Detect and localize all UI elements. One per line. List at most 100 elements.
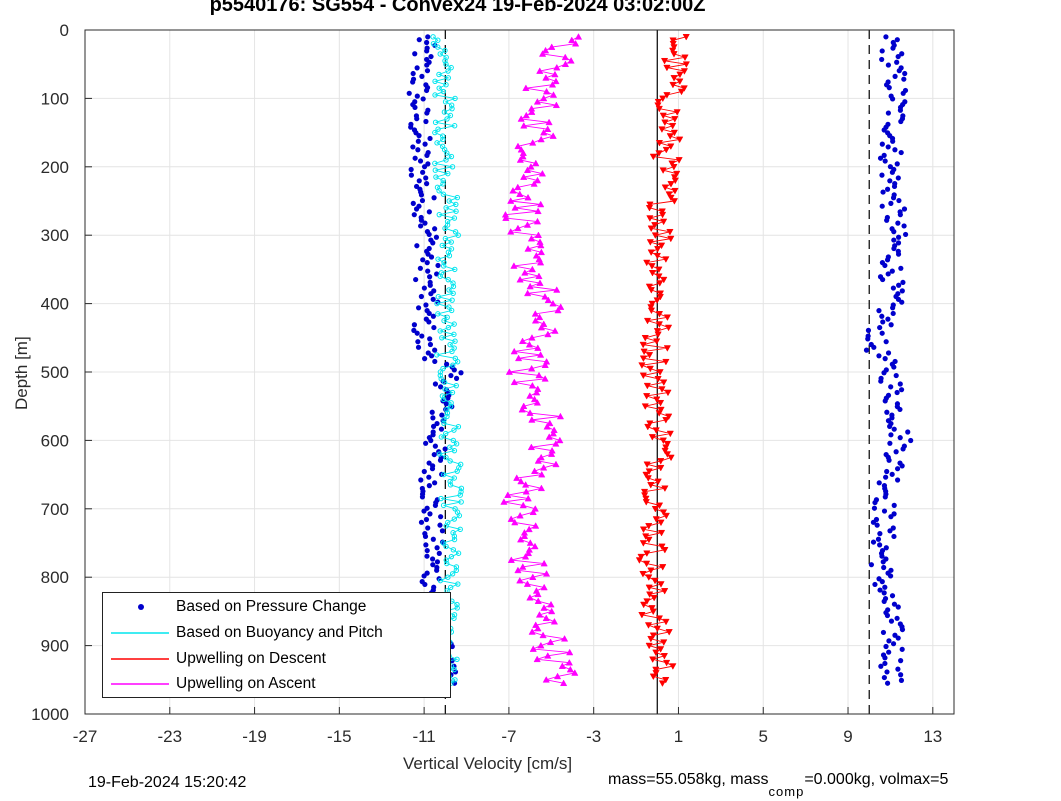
data-point	[442, 235, 449, 242]
data-point	[566, 648, 574, 656]
data-point	[660, 379, 668, 386]
data-point	[425, 34, 431, 40]
data-point	[537, 200, 545, 208]
data-point	[883, 545, 889, 551]
data-point	[446, 287, 452, 293]
data-point	[651, 232, 659, 239]
data-point	[420, 96, 426, 102]
data-point	[643, 317, 652, 325]
data-point	[526, 392, 534, 399]
data-point	[430, 34, 436, 40]
data-point	[447, 444, 453, 450]
footer-date: 19-Feb-2024 15:20:42	[88, 774, 247, 791]
data-point	[663, 314, 672, 321]
data-point	[455, 581, 461, 587]
data-point	[525, 525, 533, 533]
data-point	[658, 386, 666, 393]
data-point	[419, 197, 426, 204]
data-point	[888, 432, 894, 438]
data-point	[511, 518, 519, 526]
data-point	[450, 283, 457, 290]
data-point	[646, 420, 654, 428]
y-tick-label: 100	[41, 89, 69, 108]
data-point	[876, 480, 882, 486]
data-point	[426, 460, 432, 466]
data-point	[638, 612, 646, 619]
data-point	[421, 468, 427, 475]
data-point	[410, 200, 416, 206]
data-point	[452, 338, 458, 344]
data-point	[519, 152, 527, 160]
data-point	[528, 416, 536, 423]
data-point	[427, 282, 433, 288]
data-point	[879, 553, 885, 559]
data-point	[422, 356, 428, 362]
x-tick-label: 9	[843, 727, 852, 746]
data-point	[560, 635, 569, 642]
data-point	[522, 487, 530, 495]
legend-label: Upwelling on Ascent	[176, 675, 316, 692]
data-point	[894, 615, 900, 621]
data-point	[669, 37, 677, 44]
data-point	[639, 341, 647, 349]
data-point	[643, 259, 651, 267]
data-point	[882, 655, 888, 661]
data-point	[647, 225, 655, 233]
data-point	[444, 406, 450, 413]
data-point	[676, 71, 684, 79]
data-point	[437, 369, 444, 375]
data-point	[443, 543, 449, 550]
data-point	[540, 559, 548, 567]
data-point	[415, 344, 422, 350]
data-point	[431, 451, 437, 458]
data-point	[885, 110, 891, 116]
data-point	[451, 367, 457, 373]
data-point	[680, 68, 689, 75]
data-point	[889, 169, 895, 175]
data-point	[445, 75, 451, 81]
data-point	[439, 412, 445, 418]
data-point	[534, 590, 542, 598]
data-point	[670, 75, 678, 82]
chart-title: p5540176: SG554 - Convex24 19-Feb-2024 0…	[209, 0, 706, 16]
data-point	[552, 440, 560, 447]
data-point	[526, 539, 534, 546]
data-point	[654, 331, 662, 339]
data-point	[432, 480, 438, 486]
data-point	[445, 574, 451, 580]
data-point	[894, 161, 900, 167]
data-point	[527, 443, 535, 451]
data-point	[649, 673, 657, 681]
data-point	[408, 124, 414, 130]
data-point	[433, 174, 439, 180]
data-point	[645, 642, 653, 650]
series-line	[503, 36, 579, 684]
data-point	[457, 492, 463, 498]
data-point	[885, 271, 891, 277]
data-point	[537, 641, 545, 649]
data-point	[437, 522, 443, 528]
data-point	[561, 53, 569, 61]
data-point	[458, 485, 465, 491]
data-point	[671, 177, 679, 185]
data-point	[452, 266, 458, 273]
data-point	[531, 316, 540, 324]
data-point	[413, 206, 420, 212]
data-point	[427, 341, 434, 348]
data-point	[651, 505, 659, 513]
data-point	[551, 70, 559, 78]
data-point	[421, 573, 427, 579]
data-point	[455, 232, 461, 238]
data-point	[547, 450, 556, 457]
data-point	[899, 463, 905, 469]
data-point	[874, 522, 880, 528]
data-point	[419, 494, 426, 500]
data-point	[544, 125, 552, 132]
data-point	[436, 451, 443, 457]
data-point	[434, 352, 440, 358]
legend-label: Upwelling on Descent	[176, 650, 326, 667]
data-point	[879, 579, 885, 585]
data-point	[424, 62, 430, 68]
data-point	[886, 457, 892, 463]
data-point	[514, 183, 522, 191]
